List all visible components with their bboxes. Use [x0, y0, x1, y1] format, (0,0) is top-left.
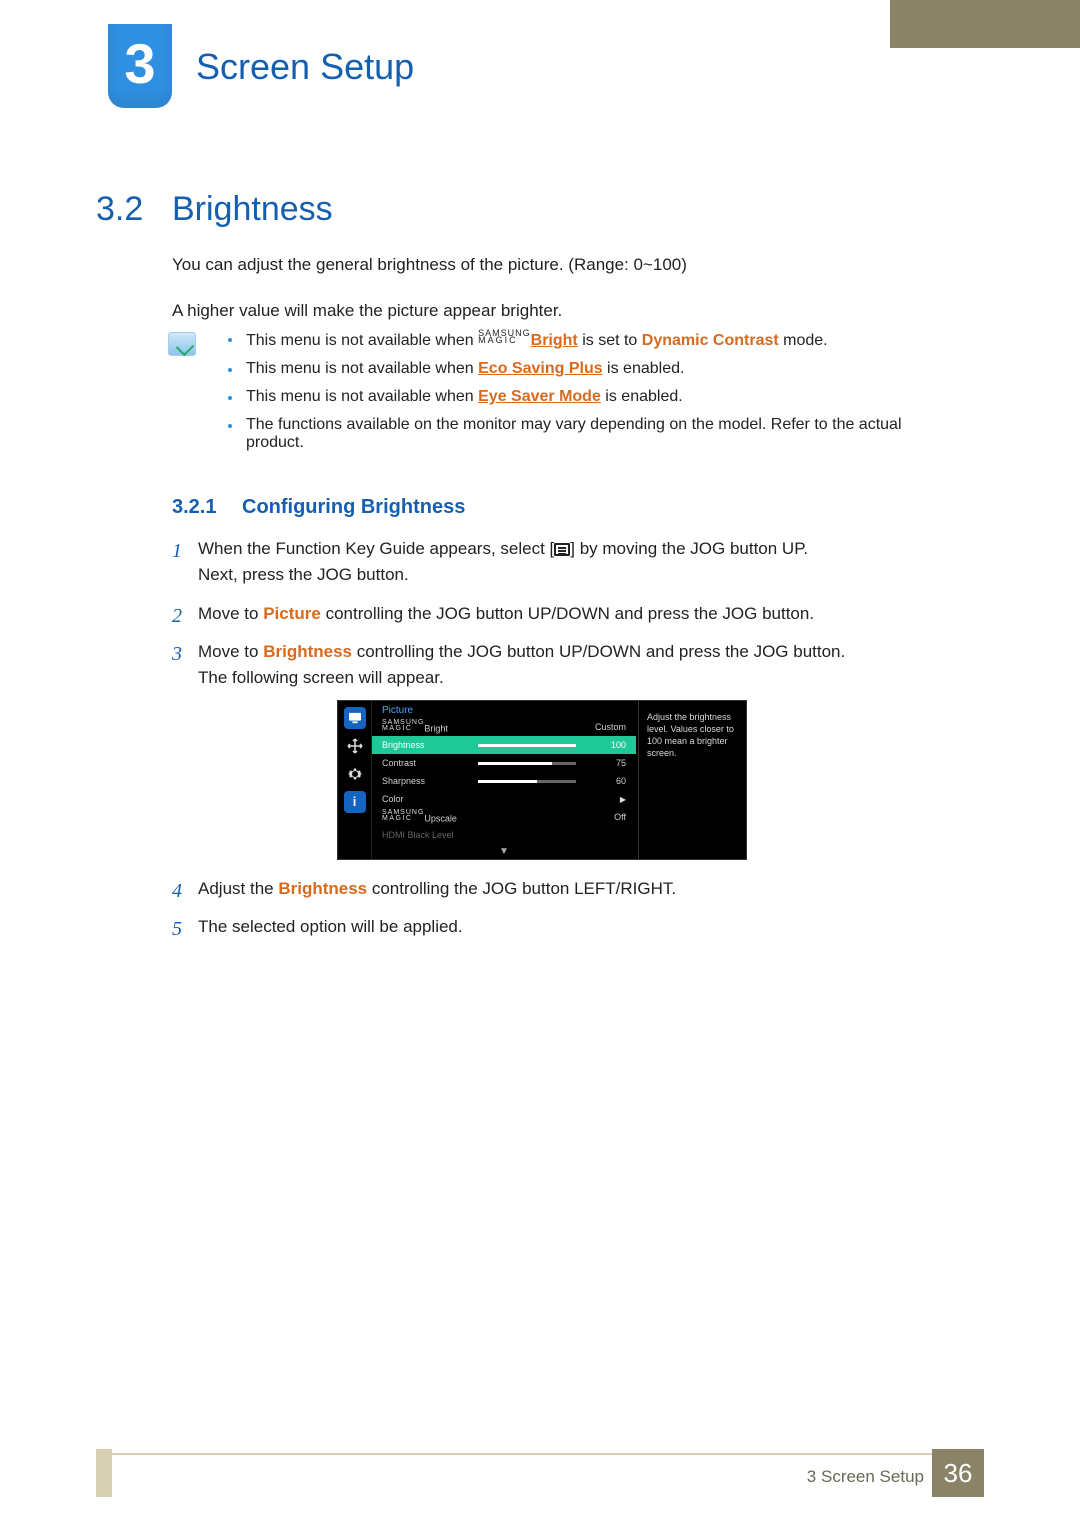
chapter-number-badge: 3 [108, 24, 172, 108]
osd-screenshot: i Picture SAMSUNGMAGICBrightCustomBright… [337, 700, 747, 860]
osd-icon-settings [344, 763, 366, 785]
section-title: Brightness [172, 190, 333, 229]
osd-row: Color▶ [372, 790, 636, 808]
subsection-number: 3.2.1 [172, 496, 216, 519]
step-item: 1When the Function Key Guide appears, se… [172, 536, 952, 589]
top-corner-tab [890, 0, 1080, 48]
osd-title: Picture [372, 701, 636, 718]
note-item: This menu is not available when Eco Savi… [228, 360, 952, 378]
footer-label: 3 Screen Setup [807, 1467, 924, 1487]
osd-row: SAMSUNGMAGICBrightCustom [372, 718, 636, 736]
osd-scroll-down-icon: ▼ [372, 844, 636, 857]
section-number: 3.2 [96, 190, 143, 229]
osd-row: Sharpness60 [372, 772, 636, 790]
step-item: 4Adjust the Brightness controlling the J… [172, 876, 952, 902]
intro-p2: A higher value will make the picture app… [172, 298, 952, 324]
note-icon [168, 332, 196, 356]
intro-p1: You can adjust the general brightness of… [172, 252, 952, 278]
osd-main: Picture SAMSUNGMAGICBrightCustomBrightne… [372, 701, 636, 859]
step-number: 5 [172, 914, 182, 945]
osd-row: SAMSUNGMAGICUpscaleOff [372, 808, 636, 826]
osd-icon-picture [344, 707, 366, 729]
step-number: 4 [172, 876, 182, 907]
step-number: 3 [172, 639, 182, 670]
osd-tooltip: Adjust the brightness level. Values clos… [638, 701, 746, 859]
footer-left-block [96, 1449, 112, 1497]
step-item: 3Move to Brightness controlling the JOG … [172, 639, 952, 692]
step-item: 5The selected option will be applied. [172, 914, 952, 940]
osd-row: Contrast75 [372, 754, 636, 772]
footer-rule [108, 1453, 936, 1455]
osd-sidebar: i [338, 701, 372, 859]
step-number: 1 [172, 536, 182, 567]
steps-list-b: 4Adjust the Brightness controlling the J… [172, 876, 952, 953]
note-block: This menu is not available when SAMSUNGM… [172, 330, 952, 462]
note-item: This menu is not available when SAMSUNGM… [228, 330, 952, 350]
osd-icon-size [344, 735, 366, 757]
steps-list-a: 1When the Function Key Guide appears, se… [172, 536, 952, 704]
footer-page-number: 36 [932, 1449, 984, 1497]
note-item: This menu is not available when Eye Save… [228, 388, 952, 406]
chapter-title: Screen Setup [196, 46, 414, 88]
subsection-title: Configuring Brightness [242, 496, 465, 519]
osd-row: Brightness100 [372, 736, 636, 754]
step-number: 2 [172, 601, 182, 632]
osd-icon-info: i [344, 791, 366, 813]
osd-row: HDMI Black Level [372, 826, 636, 844]
note-item: The functions available on the monitor m… [228, 416, 952, 452]
step-item: 2Move to Picture controlling the JOG but… [172, 601, 952, 627]
menu-icon [554, 543, 570, 556]
